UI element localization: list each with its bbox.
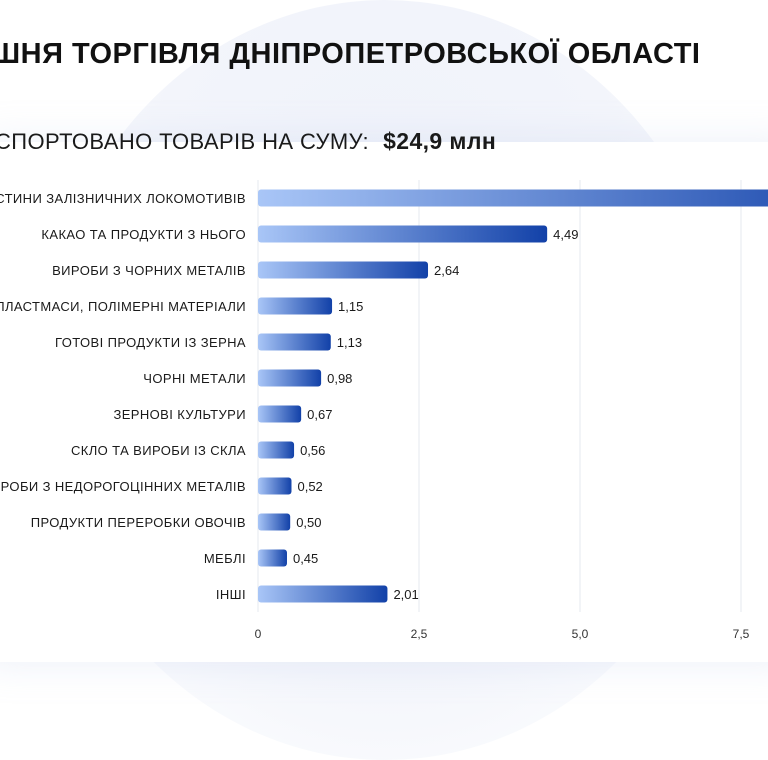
bar: [258, 477, 292, 495]
bar: [258, 441, 295, 459]
export-bar-chart: ЧАСТИНИ ЗАЛІЗНИЧНИХ ЛОКОМОТИВІВ КАКАО ТА …: [0, 180, 768, 641]
category-label: ПРОДУКТИ ПЕРЕРОБКИ ОВОЧІВ: [31, 515, 246, 530]
value-label: 0,45: [293, 551, 318, 566]
category-label: ПЛАСТМАСИ, ПОЛІМЕРНІ МАТЕРІАЛИ: [0, 299, 246, 314]
x-tick-label: 5,0: [572, 627, 589, 641]
value-label: 0,50: [296, 515, 321, 530]
value-label: 4,49: [553, 227, 578, 242]
category-label: ВИРОБИ З ЧОРНИХ МЕТАЛІВ: [52, 263, 246, 278]
category-label: КАКАО ТА ПРОДУКТИ З НЬОГО: [41, 227, 246, 242]
x-tick-label: 2,5: [411, 627, 428, 641]
value-label: 1,15: [338, 299, 363, 314]
bar: [258, 585, 388, 603]
category-label: ЗЕРНОВІ КУЛЬТУРИ: [113, 407, 246, 422]
category-label: ГОТОВІ ПРОДУКТИ ІЗ ЗЕРНА: [55, 335, 246, 350]
bar: [258, 261, 429, 279]
chart-labels: ЧАСТИНИ ЗАЛІЗНИЧНИХ ЛОКОМОТИВІВ КАКАО ТА …: [0, 191, 578, 602]
export-summary: КСПОРТОВАНО ТОВАРІВ НА СУМУ: $24,9 млн: [0, 128, 496, 155]
x-tick-label: 0: [255, 627, 262, 641]
x-axis: 0 2,5 5,0 7,5: [255, 627, 750, 641]
value-label: 2,64: [434, 263, 459, 278]
bar: [258, 549, 287, 567]
value-label: 0,67: [307, 407, 332, 422]
category-label: ІНШІ: [216, 587, 246, 602]
bar: [258, 333, 331, 351]
bar: [258, 225, 548, 243]
category-label: ЧОРНІ МЕТАЛИ: [143, 371, 246, 386]
value-label: 2,01: [393, 587, 418, 602]
value-label: 0,56: [300, 443, 325, 458]
bar: [258, 513, 291, 531]
page-title: ШНЯ ТОРГІВЛЯ ДНІПРОПЕТРОВСЬКОЇ ОБЛАСТІ: [0, 38, 701, 70]
bar: [258, 297, 333, 315]
value-label: 0,98: [327, 371, 352, 386]
chart-grid: [257, 180, 742, 612]
export-summary-label: КСПОРТОВАНО ТОВАРІВ НА СУМУ:: [0, 129, 370, 154]
bar: [258, 189, 768, 207]
bar: [258, 369, 322, 387]
export-total-amount: $24,9 млн: [383, 128, 497, 154]
bar: [258, 405, 302, 423]
category-label: СКЛО ТА ВИРОБИ ІЗ СКЛА: [71, 443, 246, 458]
value-label: 0,52: [297, 479, 322, 494]
category-label: ЧАСТИНИ ЗАЛІЗНИЧНИХ ЛОКОМОТИВІВ: [0, 191, 246, 206]
category-label: МЕБЛІ: [204, 551, 246, 566]
category-label: ВИРОБИ З НЕДОРОГОЦІННИХ МЕТАЛІВ: [0, 479, 246, 494]
value-label: 1,13: [337, 335, 362, 350]
chart-bars: [258, 189, 768, 603]
x-tick-label: 7,5: [733, 627, 750, 641]
